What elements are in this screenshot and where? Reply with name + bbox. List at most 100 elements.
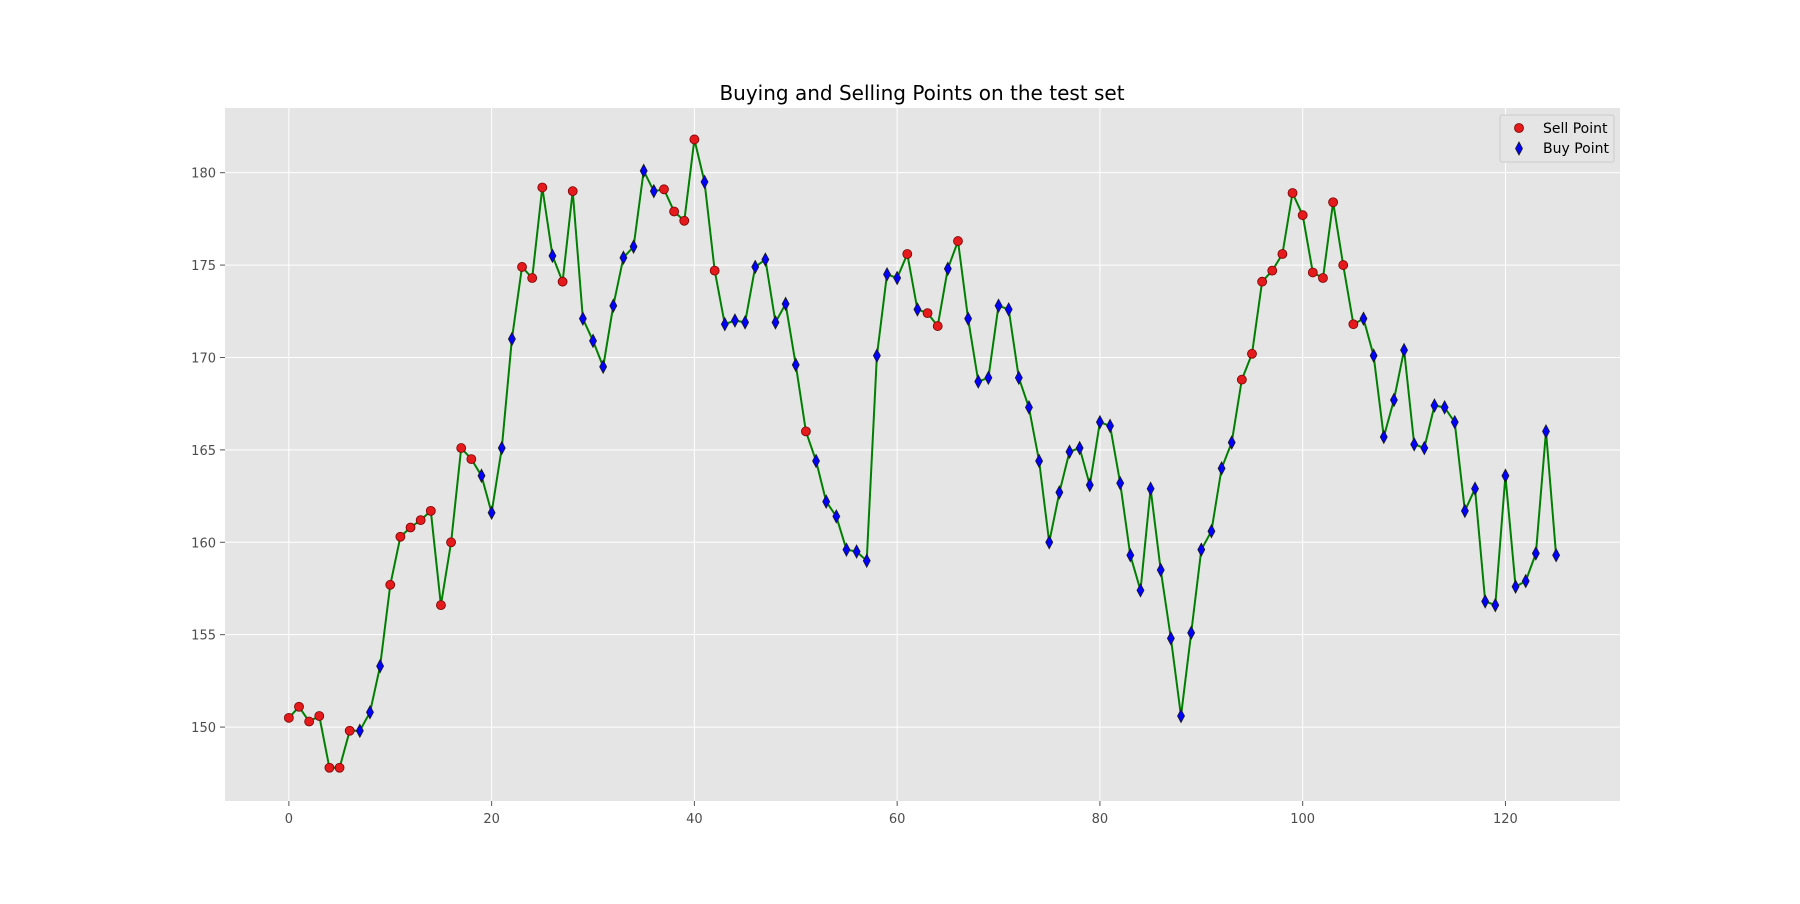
- buy-point-marker: [1075, 440, 1084, 456]
- x-tick-label: 100: [1290, 812, 1315, 827]
- legend-sell-marker: [1514, 123, 1524, 133]
- buy-point-marker: [1207, 523, 1216, 539]
- price-line-group: [288, 138, 1558, 769]
- buy-point-marker: [730, 313, 739, 328]
- buy-point-marker: [578, 311, 587, 327]
- buy-point-marker: [1521, 573, 1530, 589]
- y-tick-label: 170: [191, 351, 216, 366]
- buy-point-marker: [1511, 579, 1520, 594]
- buy-point-marker: [1227, 435, 1236, 450]
- buy-point-marker: [1156, 562, 1165, 578]
- axis-ticks: 0 20 40 60 80 100 120 150 155 160 165 170 175 180: [191, 167, 1518, 827]
- sell-point-marker: [557, 276, 568, 287]
- x-tick-label: 40: [686, 812, 703, 827]
- buy-point-marker: [1420, 440, 1429, 456]
- sell-point-marker: [922, 308, 933, 319]
- x-tick-label: 20: [483, 812, 500, 827]
- sell-point-marker: [1247, 348, 1257, 359]
- buy-point-marker: [842, 542, 851, 558]
- legend-sell-label: Sell Point: [1543, 121, 1608, 137]
- legend-buy-marker: [1515, 141, 1523, 156]
- buy-point-marker: [1024, 400, 1033, 415]
- y-tick-label: 180: [191, 167, 216, 182]
- sell-point-marker: [1297, 210, 1308, 221]
- buy-point-marker: [791, 357, 800, 373]
- sell-point-marker: [517, 262, 527, 272]
- buy-point-marker: [1177, 708, 1185, 724]
- buy-point-marker: [812, 453, 821, 469]
- chart-title: Buying and Selling Points on the test se…: [719, 81, 1124, 105]
- sell-point-marker: [405, 522, 416, 533]
- sell-point-marker: [1236, 374, 1247, 385]
- buy-point-marker: [893, 270, 902, 286]
- price-line: [288, 138, 1558, 769]
- buy-point-marker: [1410, 436, 1419, 452]
- buy-point-marker: [771, 315, 780, 330]
- buy-point-marker: [376, 658, 385, 674]
- sell-point-marker: [425, 505, 436, 516]
- sell-point-marker: [679, 215, 690, 226]
- sell-point-marker: [659, 184, 669, 195]
- buy-point-marker: [1379, 429, 1388, 445]
- sell-point-marker: [395, 531, 406, 542]
- buy-point-marker: [883, 266, 891, 282]
- buy-point-marker: [1369, 348, 1378, 363]
- buy-point-marker: [1389, 392, 1398, 408]
- buy-point-marker: [781, 296, 790, 312]
- buy-point-marker: [1085, 477, 1094, 493]
- sell-point-marker: [1338, 260, 1349, 270]
- buy-point-marker: [1471, 481, 1479, 497]
- buy-point-marker: [720, 316, 729, 332]
- buy-point-marker: [862, 553, 871, 569]
- buy-point-marker: [1400, 342, 1409, 358]
- legend-box: [1499, 114, 1615, 163]
- buy-point-marker: [1187, 625, 1196, 641]
- x-tick-label: 60: [889, 812, 906, 827]
- buy-point-marker: [507, 331, 516, 347]
- buy-point-marker: [1481, 594, 1490, 609]
- buy-point-marker: [487, 505, 496, 521]
- buy-point-marker: [366, 704, 374, 720]
- buy-point-marker: [355, 723, 364, 739]
- sell-point-marker: [294, 701, 304, 712]
- sell-point-marker: [1287, 188, 1298, 198]
- buy-point-marker: [1055, 485, 1064, 500]
- buy-point-marker: [1450, 414, 1459, 430]
- sell-point-marker: [385, 579, 396, 590]
- buy-point-marker: [700, 174, 709, 190]
- sell-point-marker: [902, 249, 913, 259]
- buy-point-marker: [1116, 475, 1125, 491]
- buy-point-marker: [1197, 542, 1206, 558]
- buy-point-marker: [1045, 534, 1054, 550]
- y-tick-label: 165: [191, 444, 216, 459]
- buy-point-marker: [1166, 631, 1175, 646]
- buy-point-marker: [1430, 398, 1439, 413]
- y-tick-label: 155: [191, 629, 216, 644]
- buy-point-marker: [1552, 547, 1561, 563]
- buy-point-marker: [913, 302, 922, 317]
- legend: Sell Point Buy Point: [1499, 114, 1615, 163]
- buy-point-marker: [1542, 424, 1550, 439]
- sell-point-marker: [689, 134, 700, 145]
- sell-point-marker: [932, 321, 943, 331]
- sell-point-marker: [314, 711, 325, 721]
- x-tick-label: 0: [285, 812, 293, 827]
- buy-point-marker: [1440, 400, 1449, 415]
- buy-point-marker: [964, 311, 973, 327]
- buy-point-marker: [994, 298, 1003, 314]
- sell-point-marker: [1257, 276, 1268, 287]
- buy-point-marker: [984, 370, 993, 386]
- buy-point-marker: [1501, 468, 1510, 484]
- buy-point-marker: [852, 544, 861, 559]
- buy-point-marker: [822, 494, 831, 509]
- buy-point-marker: [619, 250, 628, 266]
- buy-point-marker: [1126, 547, 1135, 563]
- buy-point-marker: [497, 440, 506, 456]
- sell-point-marker: [537, 182, 548, 193]
- sell-point-marker: [446, 537, 456, 548]
- buy-point-marker: [832, 509, 841, 524]
- buy-point-marker: [761, 252, 770, 267]
- sell-point-marker: [436, 600, 446, 611]
